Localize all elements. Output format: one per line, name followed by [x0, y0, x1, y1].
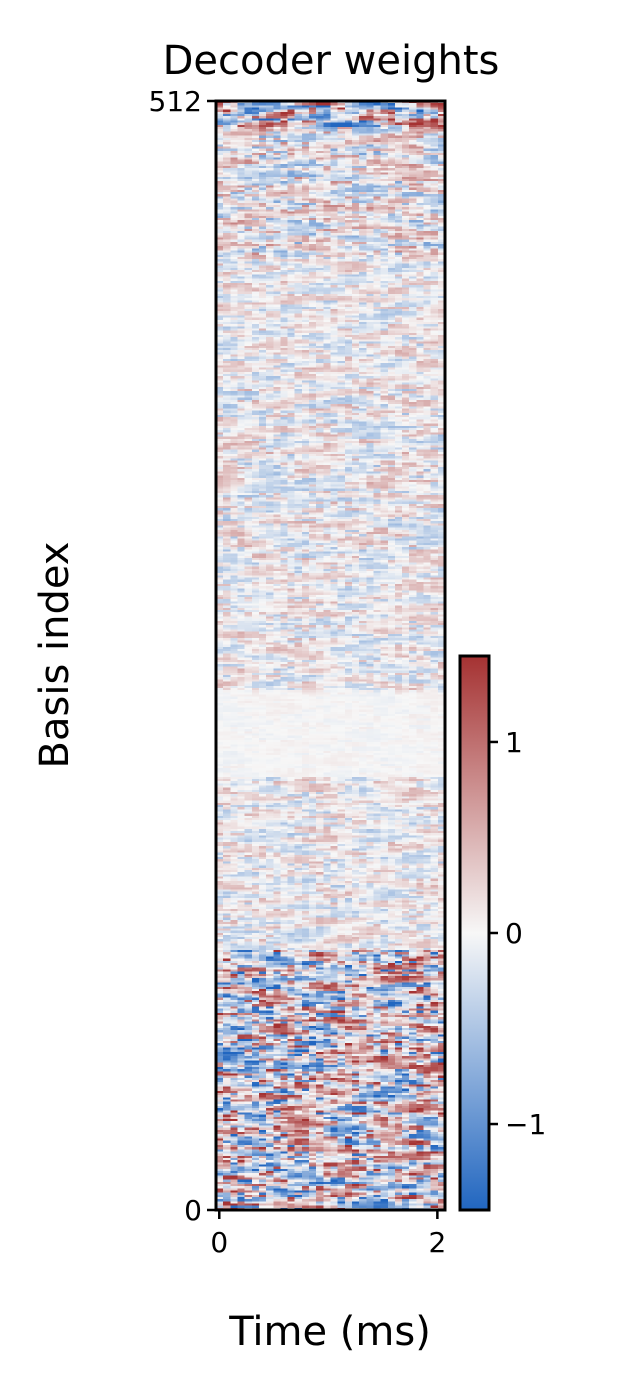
heatmap [214, 99, 447, 1212]
x-tick-label: 0 [210, 1226, 228, 1259]
y-tick-label: 512 [149, 85, 202, 118]
y-tick-label: 0 [184, 1194, 202, 1227]
heatmap-frame [214, 99, 447, 1212]
colorbar-tick-label: −1 [505, 1108, 546, 1141]
colorbar-ticks: −1 0 1 [489, 726, 546, 1141]
x-tick-label: 2 [428, 1226, 446, 1259]
colorbar-tick-label: 0 [505, 917, 523, 950]
colorbar-tick-label: 1 [505, 726, 523, 759]
y-axis-label: Basis index [32, 542, 78, 769]
y-axis: 0 512 [149, 85, 216, 1227]
colorbar: −1 0 1 [458, 654, 546, 1212]
colorbar-gradient [458, 654, 491, 1212]
x-axis-label: Time (ms) [228, 1309, 431, 1355]
chart-title: Decoder weights [163, 38, 500, 84]
heatmap-image [216, 101, 445, 1210]
